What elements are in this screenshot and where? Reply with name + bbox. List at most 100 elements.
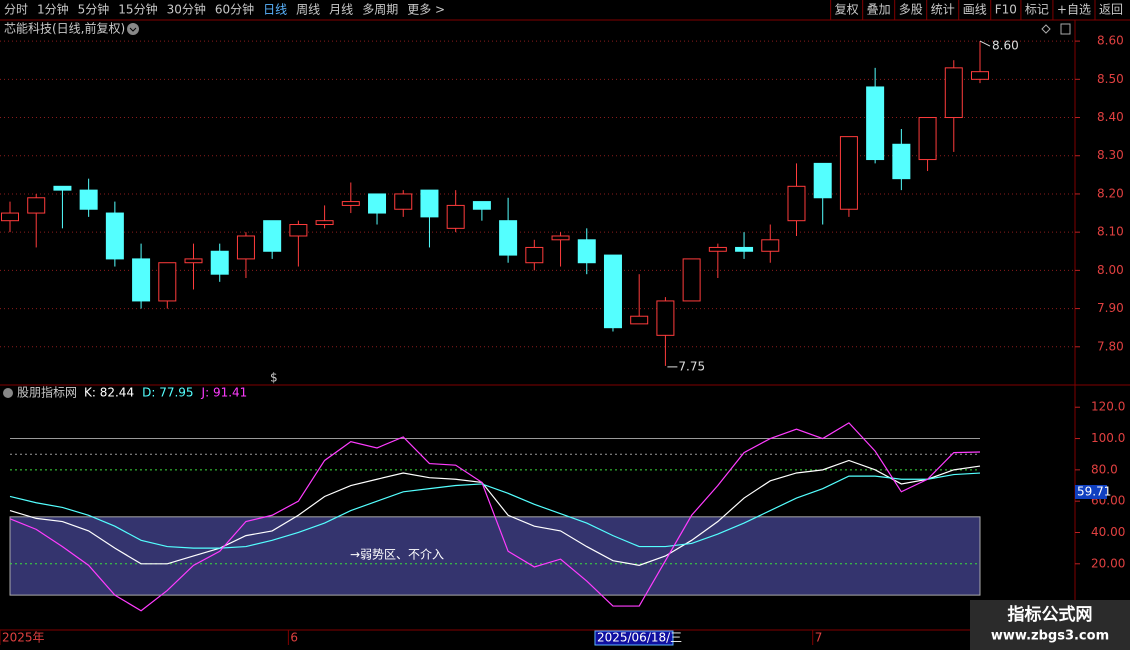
toolbar-button[interactable]: 多股 (899, 3, 923, 17)
candle-body (289, 224, 308, 237)
candle-body (472, 201, 491, 210)
candle-body (708, 246, 727, 252)
candle-body (446, 204, 465, 229)
x-tick-label: 6 (290, 631, 298, 645)
candle-body (682, 258, 701, 302)
stock-title: 芯能科技(日线,前复权) (4, 21, 125, 36)
y-tick-label: 8.60 (1097, 34, 1124, 48)
candle-body (603, 254, 622, 329)
candle-body (918, 117, 937, 161)
toolbar-button[interactable]: 标记 (1025, 3, 1049, 17)
toolbar-button[interactable]: 叠加 (867, 3, 891, 17)
icon[interactable] (1041, 24, 1051, 34)
y-tick-label: 8.40 (1097, 110, 1124, 124)
value-box-label: 59.71 (1077, 485, 1111, 499)
candle-body (551, 235, 570, 241)
value-box (1075, 485, 1107, 499)
weak-zone (9, 516, 981, 596)
x-tick-label: 2025年 (2, 631, 45, 645)
legend-entry: K: 82.44 (84, 386, 134, 400)
candle-body (761, 239, 780, 252)
candle-body (1, 212, 19, 222)
toolbar-button[interactable]: +自选 (1057, 3, 1091, 17)
max-arrow (979, 40, 991, 47)
toolbar-tab[interactable]: 分时 (4, 3, 28, 17)
y-tick-label: 8.20 (1097, 186, 1124, 200)
zone-annotation: →弱势区、不介入 (350, 548, 444, 562)
toolbar-tab[interactable]: 周线 (296, 3, 320, 17)
candle-body (210, 250, 229, 275)
kdj-line (9, 472, 981, 549)
candle-body (315, 220, 334, 226)
y-tick-label: 7.80 (1097, 339, 1124, 353)
candle-body (577, 239, 596, 264)
candle-body (79, 189, 98, 210)
toolbar-tab[interactable]: 月线 (329, 3, 353, 17)
icon[interactable] (1060, 23, 1071, 35)
candle-body (27, 197, 46, 214)
candle-body (158, 262, 177, 302)
legend-entry: J: 91.41 (201, 386, 248, 400)
candle-body (866, 86, 885, 161)
watermark-title: 指标公式网 (1008, 604, 1093, 625)
candle-body (813, 162, 832, 199)
y-tick-label: 8.50 (1097, 72, 1124, 86)
toolbar-button[interactable]: F10 (995, 3, 1017, 17)
kdj-line (9, 459, 981, 566)
toolbar-tab[interactable]: 15分钟 (118, 2, 157, 17)
candle-body (132, 258, 151, 302)
icon (129, 27, 137, 32)
y-tick-label: 80.0 (1091, 462, 1118, 476)
candle-body (630, 315, 649, 325)
y-tick-label: 8.10 (1097, 225, 1124, 239)
candle-body (892, 143, 911, 180)
candle-body (787, 185, 806, 222)
indicator-title: 股朋指标网 (17, 385, 77, 400)
candle-body (971, 71, 989, 80)
watermark-url: www.zbgs3.com (991, 629, 1109, 644)
candle-body (420, 189, 439, 218)
candle-body (944, 67, 963, 119)
toolbar: 分时 1分钟 5分钟 15分钟 30分钟 60分钟 日线 周线 月线 多周期 更多 > 返回 +自选标记… (4, 0, 1123, 20)
candle-body (263, 220, 282, 252)
y-tick-label: 120.0 (1091, 400, 1125, 414)
candle-body (184, 258, 203, 264)
toolbar-tab[interactable]: 更多 > (407, 3, 445, 17)
toolbar-tab[interactable]: 5分钟 (78, 2, 110, 17)
candle-body (735, 246, 754, 252)
cursor-date-box (594, 630, 674, 646)
candle-body (236, 235, 255, 260)
candle-body (839, 136, 858, 210)
y-tick-label: 7.90 (1097, 301, 1124, 315)
candle-body (525, 246, 544, 264)
indicator-menu[interactable] (3, 388, 13, 398)
cursor-date: 2025/06/18/三 (597, 631, 682, 645)
candle-body (105, 212, 124, 260)
signal-marker: $ (270, 371, 278, 385)
y-tick-label: 8.00 (1097, 263, 1124, 277)
toolbar-button[interactable]: 复权 (835, 3, 859, 17)
toolbar-tab[interactable]: 30分钟 (167, 2, 206, 17)
title-menu[interactable] (127, 23, 139, 35)
min-label: 7.75 (678, 359, 705, 373)
legend-entry: D: 77.95 (142, 386, 193, 400)
y-tick-label: 100.0 (1091, 431, 1125, 445)
y-tick-label: 40.00 (1091, 525, 1125, 539)
candle-body (394, 193, 413, 210)
candle-body (368, 193, 387, 214)
toolbar-button[interactable]: 统计 (931, 3, 955, 17)
kdj-line (9, 422, 981, 612)
toolbar-button[interactable]: 画线 (963, 3, 987, 17)
toolbar-button[interactable]: 返回 (1099, 3, 1123, 17)
toolbar-tab[interactable]: 日线 (263, 3, 287, 17)
candle-body (499, 220, 518, 256)
toolbar-tab[interactable]: 60分钟 (215, 2, 254, 17)
x-tick-label: 7 (815, 631, 823, 645)
toolbar-tab[interactable]: 多周期 (362, 3, 398, 17)
watermark-box (970, 600, 1130, 650)
y-tick-label: 20.00 (1091, 556, 1125, 570)
toolbar-tab[interactable]: 1分钟 (37, 2, 69, 17)
candle-body (341, 201, 360, 206)
